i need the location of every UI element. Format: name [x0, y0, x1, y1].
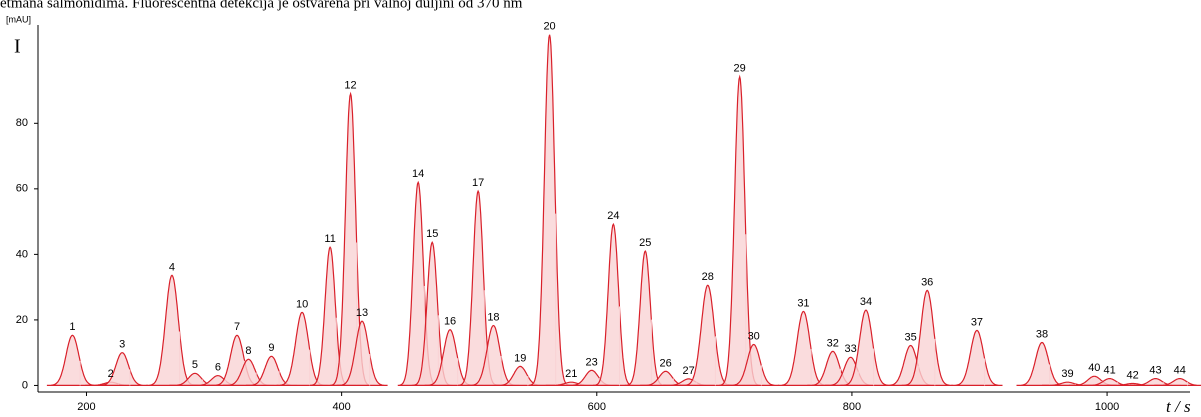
- peak-label: 5: [192, 359, 198, 371]
- peak-label: 42: [1126, 369, 1138, 381]
- peak: [146, 274, 198, 386]
- peak-label: 31: [797, 297, 809, 309]
- peak-label: 27: [683, 365, 695, 377]
- x-tick-label: 800: [843, 401, 861, 413]
- peak-label: 18: [487, 311, 499, 323]
- peak-label: 33: [845, 343, 857, 355]
- peak: [529, 34, 570, 386]
- y-tick-label: 60: [16, 183, 28, 195]
- peak-label: 19: [514, 352, 526, 364]
- peak-label: 15: [426, 228, 438, 240]
- peak: [728, 343, 780, 386]
- peak-label: 14: [412, 168, 424, 180]
- peak-label: 23: [586, 356, 598, 368]
- x-tick-label: 1000: [1095, 401, 1119, 413]
- peak: [46, 334, 98, 386]
- peak-label: 35: [904, 331, 916, 343]
- peak-label: 43: [1149, 364, 1161, 376]
- y-tick-label: 40: [16, 248, 28, 260]
- peak-label: 6: [215, 362, 221, 374]
- peak-label: 29: [734, 63, 746, 75]
- peak-label: 12: [344, 80, 356, 92]
- peak-label: 20: [543, 21, 555, 33]
- y-tick-label: 20: [16, 314, 28, 326]
- peak: [1016, 341, 1068, 386]
- x-tick-label: 200: [77, 401, 95, 413]
- y-tick-label: 0: [22, 379, 28, 391]
- peak-label: 28: [702, 271, 714, 283]
- x-axis-label: t / s: [1166, 397, 1191, 416]
- peak-label: 38: [1036, 328, 1048, 340]
- peak-label: 8: [245, 345, 251, 357]
- peak-label: 2: [108, 368, 114, 380]
- peak-label: 44: [1174, 364, 1186, 376]
- peak-label: 34: [860, 296, 872, 308]
- x-tick-label: 600: [588, 401, 606, 413]
- peak: [901, 289, 953, 386]
- peak-label: 32: [827, 337, 839, 349]
- peak-label: 7: [234, 321, 240, 333]
- peak: [96, 352, 148, 386]
- peak: [840, 309, 892, 386]
- peak: [1154, 378, 1201, 386]
- y-tick-label: 80: [16, 117, 28, 129]
- peak-label: 39: [1061, 368, 1073, 380]
- peak-label: 21: [565, 368, 577, 380]
- caption: etmana salmonidima. Fluorescentna detekc…: [0, 0, 523, 11]
- peak: [336, 320, 388, 386]
- peak-label: 10: [296, 298, 308, 310]
- peak-label: 1: [69, 321, 75, 333]
- peak-label: 24: [607, 210, 619, 222]
- y-unit: [mAU]: [6, 14, 31, 24]
- peak-label: 13: [356, 307, 368, 319]
- peak-label: 3: [119, 339, 125, 351]
- peak-label: 30: [748, 330, 760, 342]
- peak: [593, 222, 634, 386]
- peak-label: 37: [971, 316, 983, 328]
- peaks: [46, 34, 1201, 386]
- x-tick-label: 400: [332, 401, 350, 413]
- peak-label: 11: [324, 233, 335, 245]
- peak-label: 40: [1088, 362, 1100, 374]
- peak: [951, 329, 1003, 386]
- peak-label: 25: [639, 237, 651, 249]
- peak-label: 26: [660, 357, 672, 369]
- peak: [777, 310, 829, 386]
- peak-label: 36: [921, 276, 933, 288]
- y-axis-label: I: [14, 36, 21, 58]
- peak-label: 9: [268, 342, 274, 354]
- peak-label: 16: [444, 316, 456, 328]
- peak-label: 17: [472, 177, 484, 189]
- peak-label: 4: [169, 261, 175, 273]
- peak-label: 41: [1104, 364, 1116, 376]
